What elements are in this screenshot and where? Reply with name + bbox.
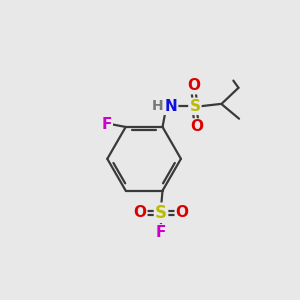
Text: O: O (190, 119, 203, 134)
Text: H: H (152, 99, 163, 113)
Text: O: O (187, 78, 200, 93)
Text: S: S (155, 204, 167, 222)
Text: N: N (164, 99, 177, 114)
Text: S: S (189, 99, 200, 114)
Text: O: O (133, 205, 146, 220)
Text: F: F (101, 116, 112, 131)
Text: F: F (156, 225, 166, 240)
Text: O: O (176, 205, 189, 220)
